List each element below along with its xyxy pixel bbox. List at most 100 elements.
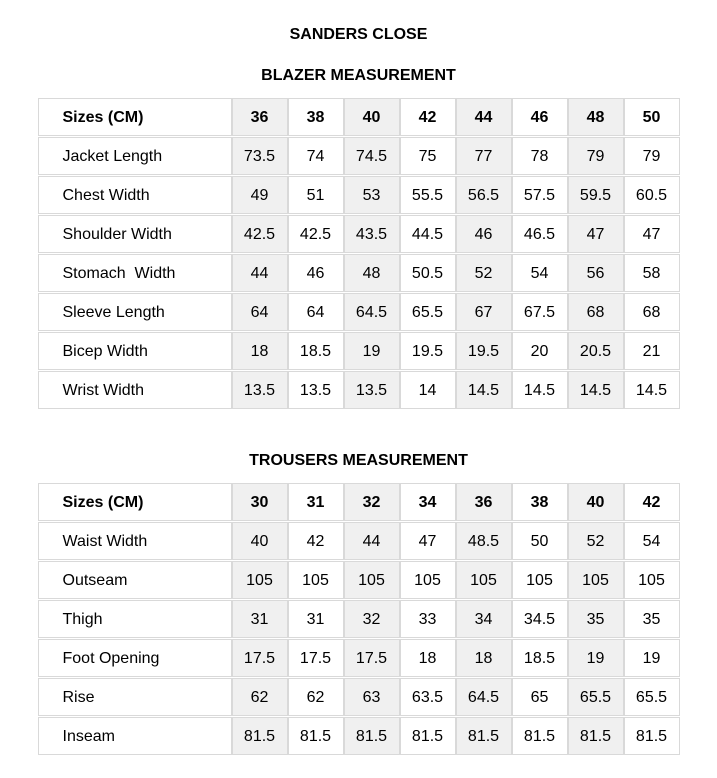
measurement-value-cell: 32 xyxy=(343,600,400,638)
measurement-label-cell: Waist Width xyxy=(37,522,232,560)
measurement-value-cell: 34.5 xyxy=(511,600,568,638)
measurement-row: Rise 62 62 63 63.5 64.5 65 65.5 65.5 xyxy=(37,678,680,716)
size-column-header: 40 xyxy=(567,483,624,521)
measurement-value-cell: 44.5 xyxy=(399,215,456,253)
measurement-value-cell: 105 xyxy=(567,561,624,599)
measurement-row: Sleeve Length 64 64 64.5 65.5 67 67.5 68 68 xyxy=(37,293,680,331)
measurement-value-cell: 20.5 xyxy=(567,332,624,370)
trousers-table-title: TROUSERS MEASUREMENT xyxy=(249,452,468,469)
blazer-measurement-section: BLAZER MEASUREMENT Sizes (CM) 36 38 40 42 44 4… xyxy=(0,67,717,410)
measurement-value-cell: 105 xyxy=(623,561,680,599)
measurement-value-cell: 46 xyxy=(287,254,344,292)
measurement-value-cell: 40 xyxy=(231,522,288,560)
measurement-value-cell: 67.5 xyxy=(511,293,568,331)
measurement-value-cell: 81.5 xyxy=(399,717,456,755)
measurement-value-cell: 48.5 xyxy=(455,522,512,560)
trousers-measurement-table: Sizes (CM) 30 31 32 34 36 38 40 42 Waist Width 40 4… xyxy=(37,482,680,756)
measurement-value-cell: 67 xyxy=(455,293,512,331)
size-column-header: 34 xyxy=(399,483,456,521)
size-column-header: 46 xyxy=(511,98,568,136)
measurement-value-cell: 62 xyxy=(231,678,288,716)
measurement-value-cell: 46 xyxy=(455,215,512,253)
measurement-value-cell: 105 xyxy=(455,561,512,599)
measurement-value-cell: 54 xyxy=(511,254,568,292)
measurement-value-cell: 14.5 xyxy=(623,371,680,409)
measurement-value-cell: 44 xyxy=(343,522,400,560)
measurement-value-cell: 58 xyxy=(623,254,680,292)
measurement-row: Foot Opening 17.5 17.5 17.5 18 18 18.5 19 19 xyxy=(37,639,680,677)
measurement-value-cell: 47 xyxy=(623,215,680,253)
measurement-value-cell: 55.5 xyxy=(399,176,456,214)
measurement-value-cell: 31 xyxy=(231,600,288,638)
measurement-value-cell: 81.5 xyxy=(567,717,624,755)
measurement-value-cell: 14.5 xyxy=(567,371,624,409)
measurement-row: Thigh 31 31 32 33 34 34.5 35 35 xyxy=(37,600,680,638)
measurement-value-cell: 59.5 xyxy=(567,176,624,214)
measurement-value-cell: 62 xyxy=(287,678,344,716)
measurement-value-cell: 74 xyxy=(287,137,344,175)
measurement-value-cell: 81.5 xyxy=(231,717,288,755)
measurement-label-cell: Foot Opening xyxy=(37,639,232,677)
measurement-value-cell: 13.5 xyxy=(231,371,288,409)
size-column-header: 38 xyxy=(287,98,344,136)
measurement-value-cell: 78 xyxy=(511,137,568,175)
measurement-value-cell: 81.5 xyxy=(623,717,680,755)
measurement-value-cell: 73.5 xyxy=(231,137,288,175)
measurement-value-cell: 18.5 xyxy=(287,332,344,370)
measurement-value-cell: 50 xyxy=(511,522,568,560)
measurement-row: Inseam 81.5 81.5 81.5 81.5 81.5 81.5 81.5 81.5 xyxy=(37,717,680,755)
size-column-header: 40 xyxy=(343,98,400,136)
measurement-value-cell: 35 xyxy=(623,600,680,638)
measurement-value-cell: 68 xyxy=(567,293,624,331)
measurement-value-cell: 14 xyxy=(399,371,456,409)
measurement-value-cell: 21 xyxy=(623,332,680,370)
blazer-table-title: BLAZER MEASUREMENT xyxy=(261,67,456,84)
size-header-row: Sizes (CM) 30 31 32 34 36 38 40 42 xyxy=(37,483,680,521)
measurement-value-cell: 105 xyxy=(399,561,456,599)
measurement-value-cell: 57.5 xyxy=(511,176,568,214)
measurement-value-cell: 47 xyxy=(567,215,624,253)
measurement-value-cell: 19 xyxy=(343,332,400,370)
measurement-value-cell: 48 xyxy=(343,254,400,292)
size-column-header: 36 xyxy=(455,483,512,521)
measurement-value-cell: 18 xyxy=(399,639,456,677)
measurement-value-cell: 19.5 xyxy=(455,332,512,370)
blazer-measurement-table: Sizes (CM) 36 38 40 42 44 46 48 50 Jacket Length 7… xyxy=(37,97,680,410)
measurement-value-cell: 65 xyxy=(511,678,568,716)
measurement-value-cell: 63 xyxy=(343,678,400,716)
measurement-value-cell: 18 xyxy=(455,639,512,677)
measurement-value-cell: 18.5 xyxy=(511,639,568,677)
size-column-header: 44 xyxy=(455,98,512,136)
measurement-row: Bicep Width 18 18.5 19 19.5 19.5 20 20.5 21 xyxy=(37,332,680,370)
measurement-value-cell: 54 xyxy=(623,522,680,560)
measurement-value-cell: 81.5 xyxy=(287,717,344,755)
measurement-value-cell: 74.5 xyxy=(343,137,400,175)
measurement-value-cell: 31 xyxy=(287,600,344,638)
measurement-value-cell: 65.5 xyxy=(623,678,680,716)
measurement-row: Chest Width 49 51 53 55.5 56.5 57.5 59.5 60.5 xyxy=(37,176,680,214)
measurement-value-cell: 105 xyxy=(343,561,400,599)
measurement-value-cell: 81.5 xyxy=(343,717,400,755)
measurement-row: Stomach Width 44 46 48 50.5 52 54 56 58 xyxy=(37,254,680,292)
measurement-value-cell: 56.5 xyxy=(455,176,512,214)
measurement-value-cell: 17.5 xyxy=(343,639,400,677)
measurement-value-cell: 14.5 xyxy=(455,371,512,409)
measurement-value-cell: 46.5 xyxy=(511,215,568,253)
measurement-value-cell: 52 xyxy=(567,522,624,560)
trousers-measurement-section: TROUSERS MEASUREMENT Sizes (CM) 30 31 32 34 3… xyxy=(0,452,717,756)
measurement-value-cell: 81.5 xyxy=(455,717,512,755)
measurement-label-cell: Sleeve Length xyxy=(37,293,232,331)
measurement-value-cell: 13.5 xyxy=(343,371,400,409)
measurement-label-cell: Shoulder Width xyxy=(37,215,232,253)
measurement-value-cell: 64 xyxy=(287,293,344,331)
size-column-header: 32 xyxy=(343,483,400,521)
measurement-label-cell: Chest Width xyxy=(37,176,232,214)
measurement-label-cell: Wrist Width xyxy=(37,371,232,409)
measurement-value-cell: 44 xyxy=(231,254,288,292)
size-column-header: 50 xyxy=(623,98,680,136)
page-title: SANDERS CLOSE xyxy=(289,26,428,43)
measurement-value-cell: 13.5 xyxy=(287,371,344,409)
measurement-row: Wrist Width 13.5 13.5 13.5 14 14.5 14.5 14.5 14.… xyxy=(37,371,680,409)
measurement-value-cell: 79 xyxy=(567,137,624,175)
measurement-value-cell: 105 xyxy=(231,561,288,599)
